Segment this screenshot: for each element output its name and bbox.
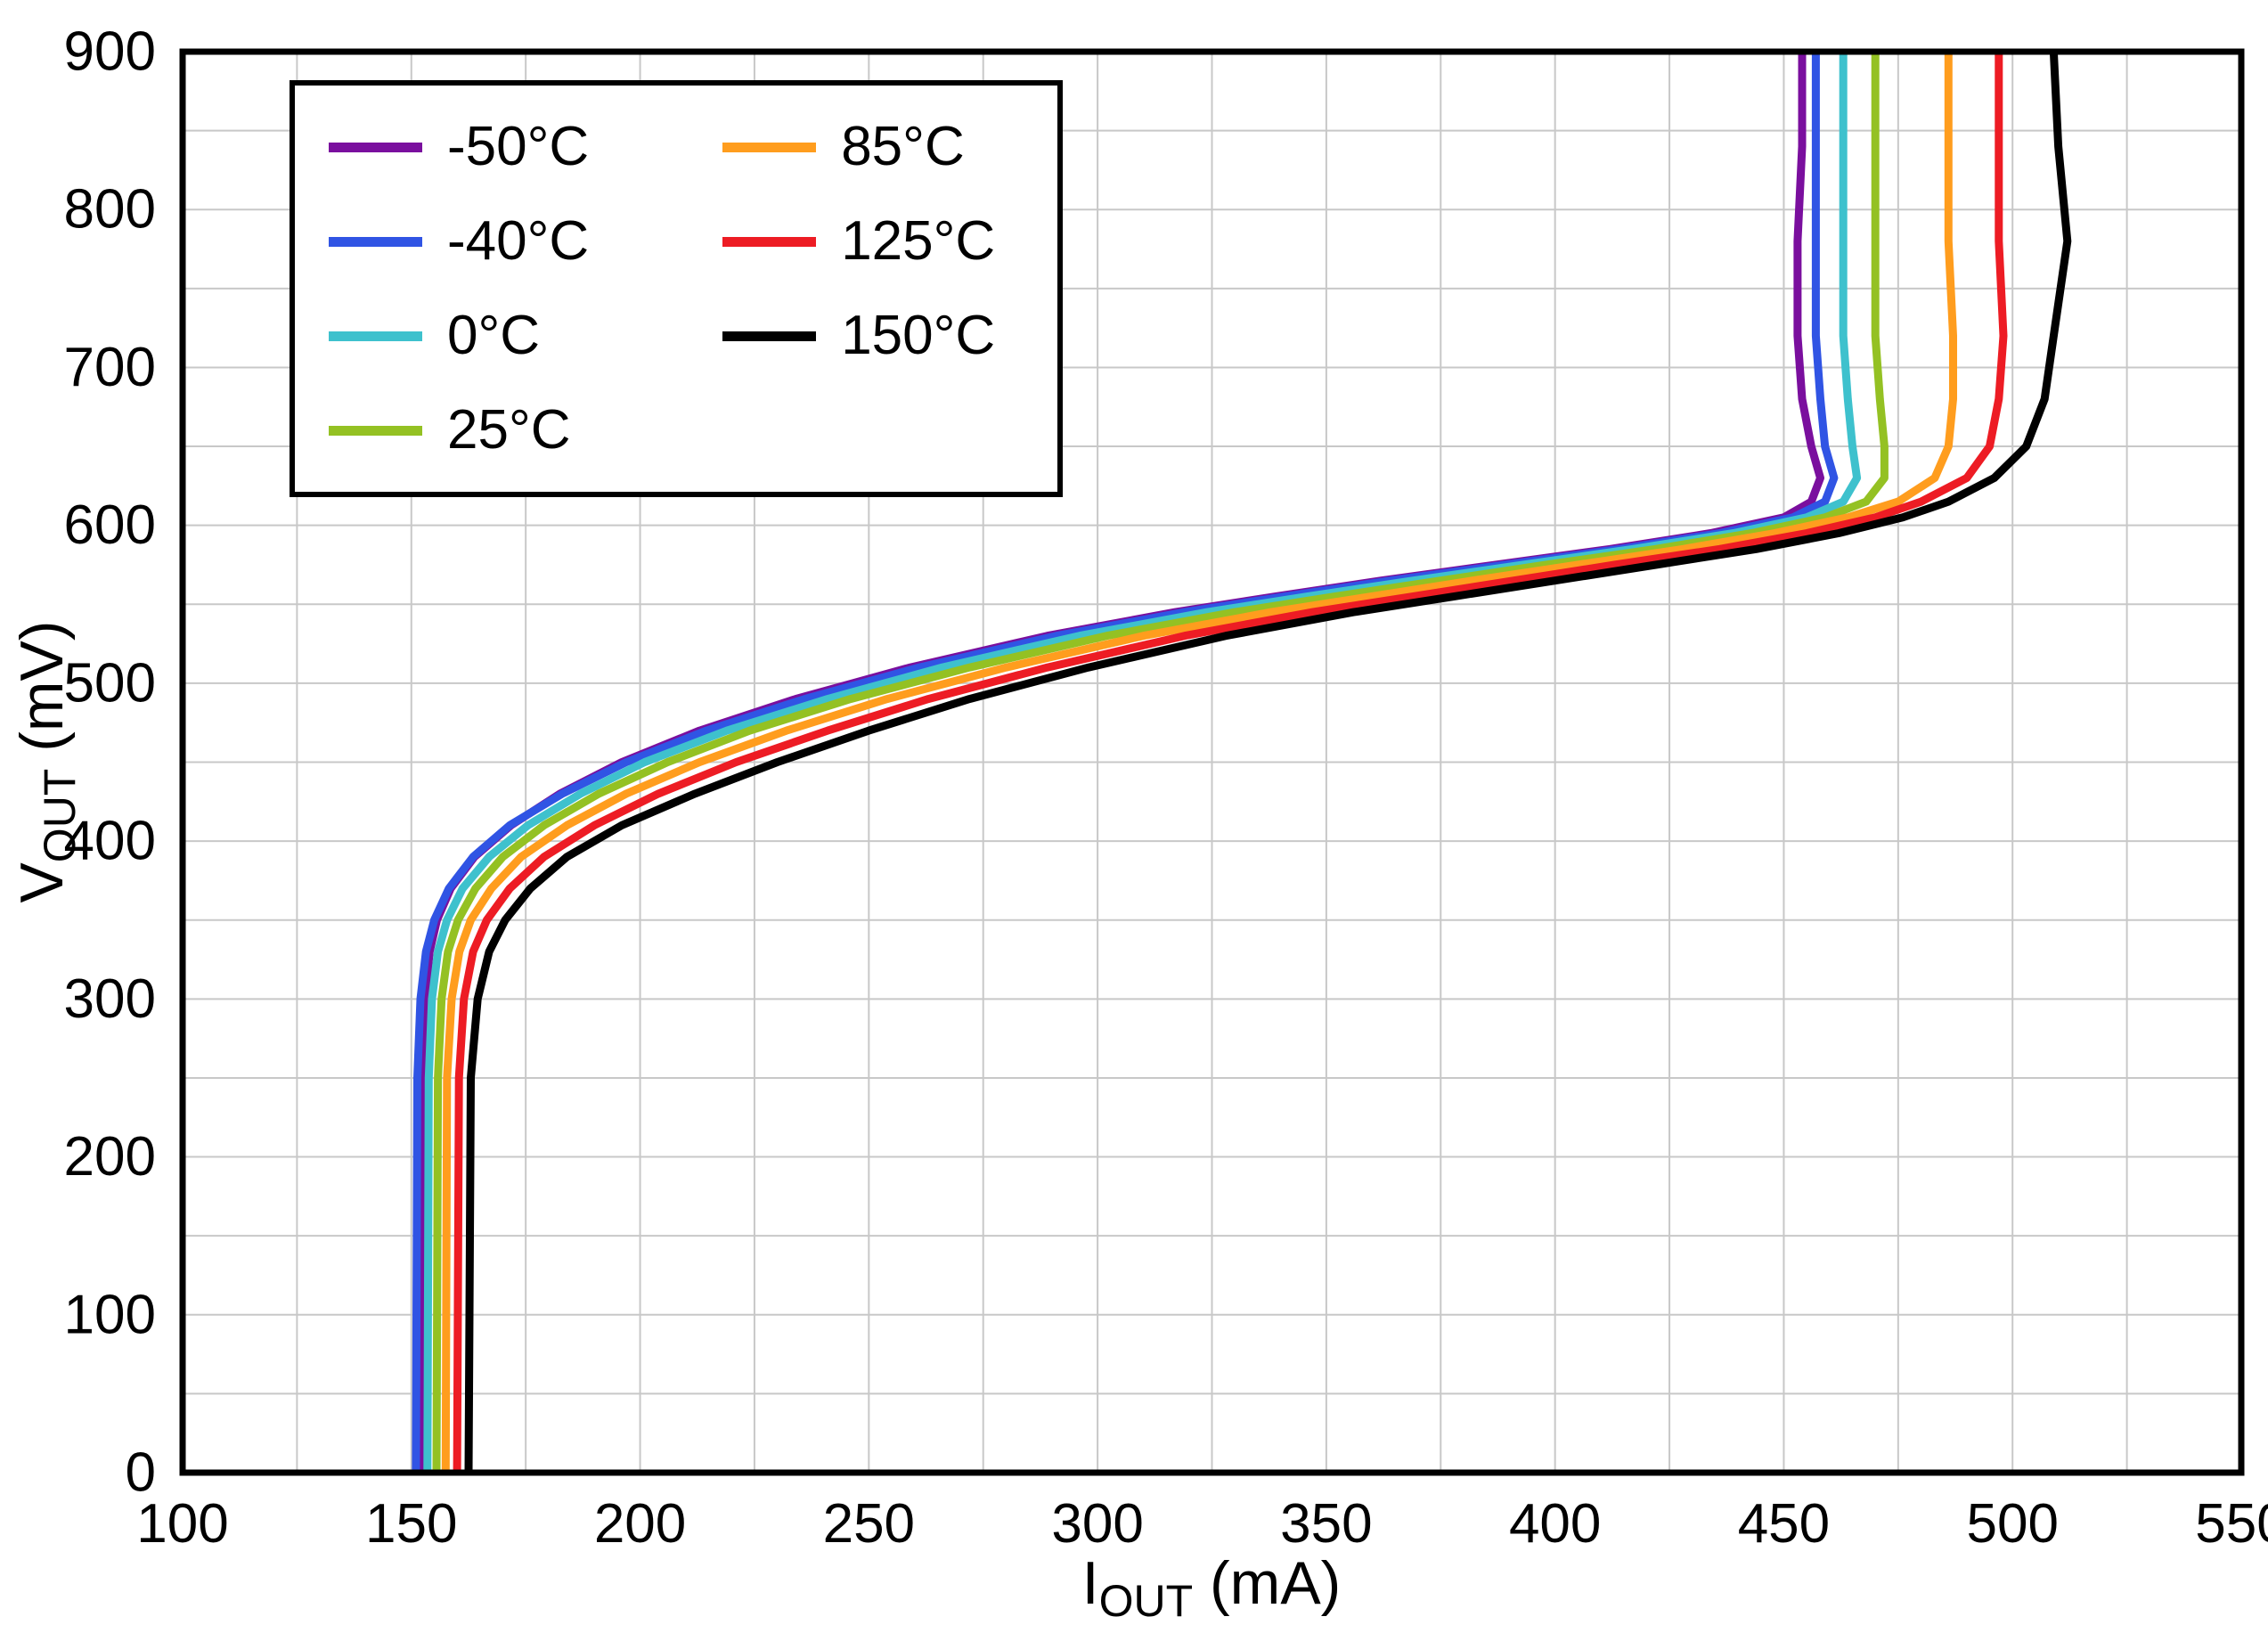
legend-item: 150°C <box>722 292 995 380</box>
legend-label: 0°C <box>447 305 541 366</box>
legend-label: -50°C <box>447 116 590 177</box>
legend-swatch <box>329 331 422 341</box>
x-tick-label: 300 <box>1051 1493 1143 1555</box>
plot-frame <box>179 48 2245 1476</box>
legend-item: 0°C <box>329 292 589 380</box>
x-tick-label: 350 <box>1280 1493 1372 1555</box>
series-line <box>412 52 1839 1473</box>
legend-item: 85°C <box>722 103 995 191</box>
legend-swatch <box>722 331 817 341</box>
y-tick-label: 700 <box>64 337 156 398</box>
series-line <box>453 52 2008 1473</box>
legend-swatch <box>329 236 422 247</box>
x-axis-subscript: OUT <box>1098 1576 1194 1626</box>
legend-item: 125°C <box>722 198 995 285</box>
x-tick-label: 400 <box>1509 1493 1601 1555</box>
legend-label: 85°C <box>841 116 965 177</box>
series-line <box>441 52 1957 1473</box>
legend-item: -50°C <box>329 103 589 191</box>
legend-swatch <box>722 236 817 247</box>
y-tick-label: 900 <box>64 21 156 83</box>
x-tick-label: 500 <box>1966 1493 2058 1555</box>
x-tick-label: 100 <box>136 1493 228 1555</box>
series-line <box>432 52 1889 1473</box>
y-tick-label: 500 <box>64 652 156 714</box>
legend-item: -40°C <box>329 198 589 285</box>
y-tick-label: 300 <box>64 968 156 1030</box>
series-line <box>464 52 2072 1473</box>
y-axis-title: VOUT (mV) <box>7 620 86 902</box>
legend-swatch <box>722 142 817 152</box>
y-axis-unit: (mV) <box>8 620 76 769</box>
legend: -50°C -40°C 0°C 25°C 85°C 125°C 150°C <box>290 80 1064 497</box>
series-line <box>423 52 1862 1473</box>
x-axis-title: IOUT (mA) <box>1082 1548 1342 1627</box>
y-axis-symbol: V <box>8 862 76 903</box>
y-tick-label: 800 <box>64 179 156 241</box>
x-tick-label: 550 <box>2195 1493 2268 1555</box>
legend-swatch <box>329 142 422 152</box>
legend-label: -40°C <box>447 210 590 272</box>
y-tick-label: 200 <box>64 1126 156 1188</box>
x-tick-label: 200 <box>594 1493 686 1555</box>
x-tick-label: 250 <box>823 1493 915 1555</box>
legend-label: 25°C <box>447 399 571 461</box>
legend-label: 150°C <box>841 305 996 366</box>
y-tick-label: 400 <box>64 811 156 872</box>
legend-swatch <box>329 425 422 436</box>
legend-label: 125°C <box>841 210 996 272</box>
x-tick-label: 150 <box>365 1493 457 1555</box>
y-tick-label: 0 <box>126 1442 156 1504</box>
x-tick-label: 450 <box>1738 1493 1830 1555</box>
x-axis-unit: (mA) <box>1193 1549 1342 1617</box>
y-tick-label: 100 <box>64 1284 156 1345</box>
legend-item: 25°C <box>329 387 589 474</box>
y-tick-label: 600 <box>64 494 156 556</box>
y-axis-subscript: OUT <box>35 768 85 863</box>
x-axis-symbol: I <box>1081 1549 1099 1617</box>
